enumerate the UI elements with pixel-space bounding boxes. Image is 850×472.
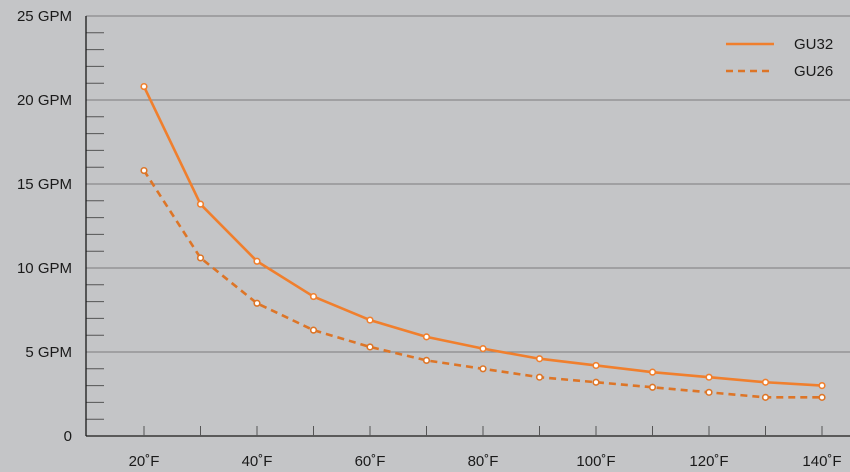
x-tick-label: 60˚F [355, 453, 386, 470]
x-tick-label: 40˚F [242, 453, 273, 470]
data-point-gu32 [761, 378, 770, 386]
data-point-gu26 [761, 393, 770, 401]
x-tick-label: 120˚F [689, 453, 728, 470]
y-tick-label: 0 [64, 428, 72, 445]
data-point-gu26 [705, 388, 713, 396]
data-point-gu32 [535, 355, 544, 363]
y-tick-label: 15 GPM [17, 176, 72, 193]
data-point-gu32 [705, 373, 713, 381]
y-tick-label: 25 GPM [17, 8, 72, 25]
legend: GU32 GU26 [726, 36, 833, 80]
data-point-gu26 [253, 299, 261, 307]
gridlines [86, 15, 850, 420]
data-point-gu26 [196, 254, 205, 262]
y-tick-label: 20 GPM [17, 92, 72, 109]
series-line-gu26 [142, 169, 822, 399]
data-point-gu26 [535, 373, 544, 381]
data-point-gu32 [818, 382, 826, 390]
data-point-gu32 [196, 200, 205, 208]
data-point-gu26 [592, 378, 600, 386]
legend-label: GU32 [794, 36, 833, 53]
data-point-gu26 [479, 365, 487, 373]
data-point-gu32 [140, 82, 148, 91]
data-point-gu26 [648, 383, 657, 391]
x-tick-label: 140˚F [802, 453, 841, 470]
data-point-gu32 [366, 316, 374, 324]
data-point-gu32 [422, 333, 431, 341]
x-tick-label: 20˚F [129, 453, 160, 470]
series-lines [140, 82, 826, 401]
data-point-gu26 [366, 343, 374, 351]
series-line-gu32 [142, 85, 823, 387]
data-point-gu32 [253, 257, 261, 265]
data-point-gu26 [818, 393, 826, 401]
data-point-gu26 [422, 356, 431, 365]
x-tick-label: 80˚F [468, 453, 499, 470]
data-point-gu26 [140, 166, 148, 175]
data-point-gu32 [592, 361, 600, 370]
y-tick-label: 10 GPM [17, 260, 72, 277]
data-point-gu32 [309, 292, 318, 301]
x-tick-label: 100˚F [576, 453, 615, 470]
axes: 0 5 GPM 10 GPM 15 GPM 20 GPM 25 GPM 20˚F 40˚F 60… [17, 8, 850, 470]
y-tick-label: 5 GPM [25, 344, 72, 361]
data-point-gu32 [648, 368, 657, 376]
legend-label: GU26 [794, 63, 833, 80]
data-point-gu26 [309, 326, 318, 334]
data-point-gu32 [479, 345, 487, 353]
